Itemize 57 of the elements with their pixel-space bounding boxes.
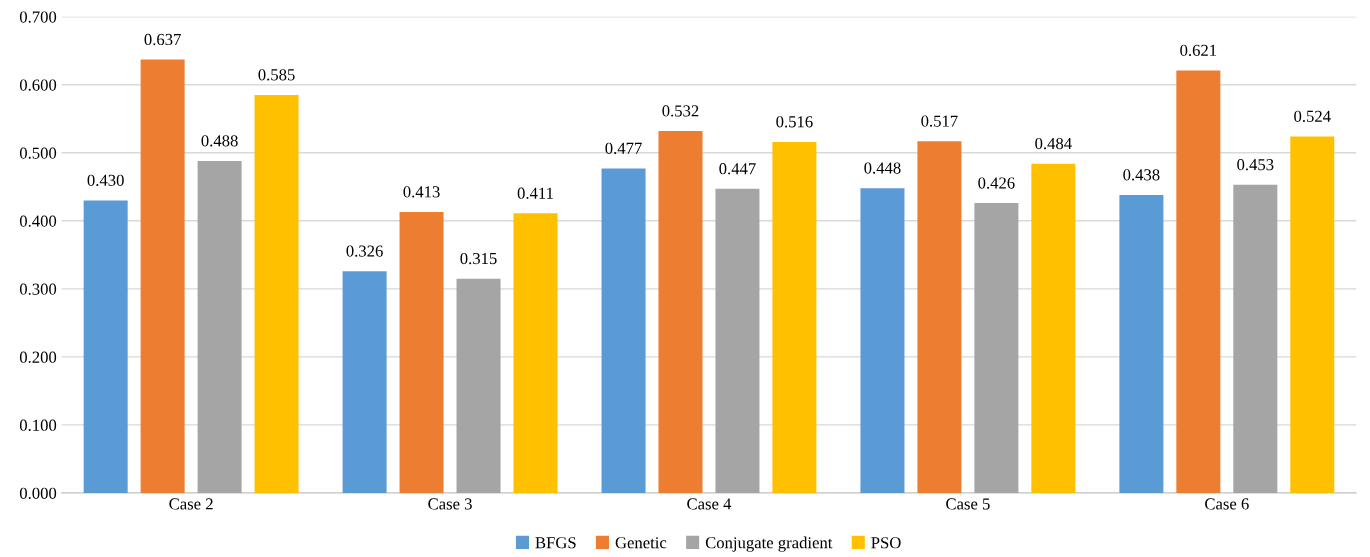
bar xyxy=(1176,70,1221,493)
data-label: 0.484 xyxy=(1035,137,1072,150)
y-tick-label: 0.000 xyxy=(19,487,57,499)
data-label: 0.448 xyxy=(864,162,901,174)
bar xyxy=(83,200,128,493)
data-label: 0.621 xyxy=(1180,44,1217,57)
data-label: 0.447 xyxy=(719,163,756,175)
legend-label: PSO xyxy=(871,537,901,549)
data-label: 0.516 xyxy=(776,116,813,128)
y-tick-label: 0.500 xyxy=(19,147,57,159)
data-label: 0.477 xyxy=(605,142,642,154)
x-tick-label: Case 6 xyxy=(1205,498,1249,510)
y-tick-label: 0.700 xyxy=(19,11,57,23)
bar xyxy=(1031,163,1076,493)
bar xyxy=(1233,184,1278,493)
data-label: 0.524 xyxy=(1294,110,1331,123)
data-label: 0.315 xyxy=(460,252,497,265)
bar xyxy=(140,59,185,493)
x-tick-label: Case 4 xyxy=(687,498,732,510)
legend-label: Genetic xyxy=(615,537,667,549)
data-label: 0.453 xyxy=(1237,159,1274,171)
data-label: 0.532 xyxy=(662,105,699,117)
legend-label: BFGS xyxy=(535,537,576,549)
data-label: 0.411 xyxy=(517,187,553,199)
bar xyxy=(658,131,703,493)
bar xyxy=(601,168,646,493)
bar xyxy=(254,94,299,493)
y-tick-label: 0.300 xyxy=(19,283,57,295)
x-tick-label: Case 2 xyxy=(169,498,213,510)
x-tick-label: Case 5 xyxy=(946,498,990,510)
bar xyxy=(715,188,760,493)
y-tick-label: 0.100 xyxy=(19,419,57,431)
bar xyxy=(456,278,501,493)
data-label: 0.430 xyxy=(87,174,124,186)
bar xyxy=(860,188,905,493)
data-label: 0.585 xyxy=(258,69,295,81)
x-tick-label: Case 3 xyxy=(428,498,472,510)
data-label: 0.488 xyxy=(201,135,238,147)
bar xyxy=(1119,194,1164,493)
bar xyxy=(772,141,817,493)
y-tick-label: 0.200 xyxy=(19,351,57,363)
bar xyxy=(974,203,1019,493)
data-label: 0.326 xyxy=(346,245,383,257)
legend-label: Conjugate gradient xyxy=(705,536,833,552)
bar xyxy=(342,271,387,493)
data-label: 0.413 xyxy=(403,186,440,198)
bar xyxy=(513,213,558,493)
data-label: 0.438 xyxy=(1123,169,1160,181)
bar xyxy=(1290,136,1335,493)
bar xyxy=(399,211,444,493)
y-tick-label: 0.400 xyxy=(19,215,57,227)
bar xyxy=(197,160,242,493)
data-label: 0.426 xyxy=(978,177,1015,189)
bar xyxy=(917,141,962,493)
y-tick-label: 0.600 xyxy=(19,79,57,91)
data-label: 0.517 xyxy=(921,115,958,127)
data-label: 0.637 xyxy=(144,33,181,46)
